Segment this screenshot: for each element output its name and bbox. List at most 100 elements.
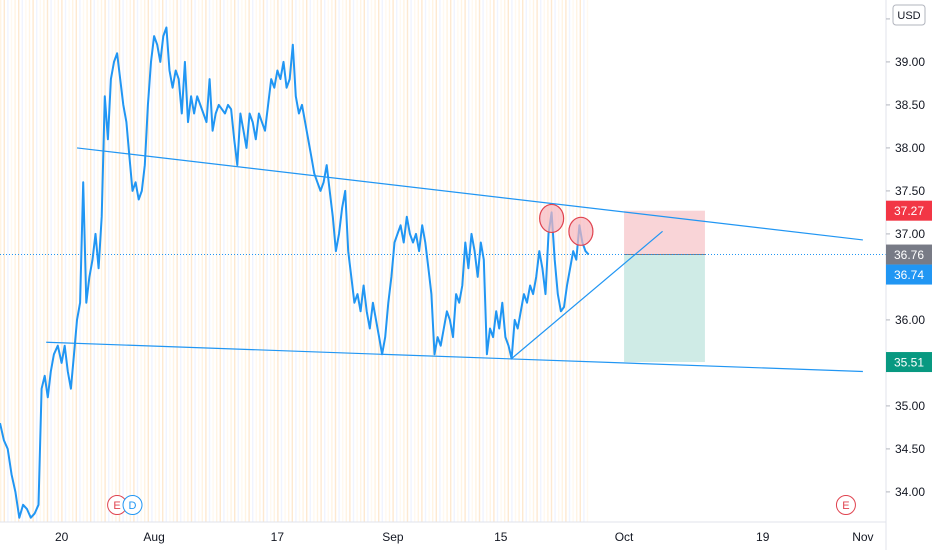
support-trendline[interactable]: [46, 341, 863, 373]
session-band: [126, 0, 128, 522]
session-band: [18, 0, 20, 522]
session-band: [270, 0, 272, 522]
target-zone[interactable]: [624, 254, 705, 363]
session-band: [43, 0, 45, 522]
session-band: [144, 0, 146, 522]
session-band: [399, 0, 401, 522]
session-band: [180, 0, 182, 522]
session-band: [205, 0, 207, 522]
session-band: [360, 0, 362, 522]
top-highlight-circle[interactable]: [539, 203, 565, 234]
session-band: [288, 0, 290, 522]
session-band: [583, 0, 585, 522]
earnings-marker-circle[interactable]: [835, 495, 856, 515]
top-highlight-circle[interactable]: [568, 216, 594, 246]
x-tick-label: Oct: [615, 530, 634, 544]
session-band: [378, 0, 380, 522]
stop-zone[interactable]: [624, 210, 705, 255]
earnings-marker[interactable]: E: [107, 495, 128, 515]
session-band: [532, 0, 535, 522]
session-band: [324, 0, 326, 522]
price-label-bg: [886, 244, 932, 265]
x-tick-label: Nov: [852, 530, 873, 544]
session-band: [169, 0, 171, 522]
price-label-bg: [886, 264, 932, 285]
session-band: [129, 0, 131, 522]
session-band: [208, 0, 211, 522]
session-band: [79, 0, 81, 522]
session-band: [122, 0, 124, 522]
session-band: [266, 0, 268, 522]
session-band: [511, 0, 513, 522]
session-band: [259, 0, 261, 522]
session-band: [417, 0, 419, 522]
currency-button[interactable]: USD: [892, 4, 926, 26]
session-band: [504, 0, 506, 522]
trend-lines[interactable]: [0, 147, 886, 373]
earnings-marker[interactable]: E: [835, 495, 856, 515]
session-band: [262, 0, 265, 522]
session-band: [471, 0, 473, 522]
session-band: [104, 0, 106, 522]
session-band: [579, 0, 581, 522]
session-band: [522, 0, 524, 522]
long-short-position-tool[interactable]: [624, 210, 705, 363]
currency-badge-frame[interactable]: [892, 4, 926, 26]
session-band: [525, 0, 527, 522]
x-axis[interactable]: 20 Aug 17 Sep 15 Oct 19 Nov: [0, 521, 886, 544]
y-tick-label: 35.00: [895, 399, 925, 413]
session-band: [0, 0, 2, 522]
session-band: [424, 0, 427, 522]
session-band: [450, 0, 452, 522]
session-band: [489, 0, 491, 522]
session-band: [46, 0, 49, 522]
session-band: [403, 0, 405, 522]
session-band: [194, 0, 196, 522]
dividend-marker[interactable]: D: [122, 495, 143, 515]
session-band: [414, 0, 416, 522]
price-label-bg: [886, 352, 932, 373]
session-band: [133, 0, 135, 522]
session-band: [342, 0, 344, 522]
session-band: [576, 0, 578, 522]
session-band: [154, 0, 157, 522]
session-band: [486, 0, 488, 522]
session-band: [421, 0, 423, 522]
session-band: [309, 0, 311, 522]
session-band: [187, 0, 189, 522]
session-band: [7, 0, 9, 522]
x-tick-label: 15: [494, 530, 508, 544]
session-band: [68, 0, 70, 522]
session-band: [176, 0, 178, 522]
rising-trendline[interactable]: [511, 230, 663, 360]
session-band: [284, 0, 286, 522]
session-band: [93, 0, 95, 522]
session-band: [3, 0, 5, 522]
price-label-bg: [886, 200, 932, 221]
dividend-marker-circle[interactable]: [122, 495, 143, 515]
session-band: [61, 0, 63, 522]
session-band: [140, 0, 142, 522]
session-band: [586, 0, 589, 522]
session-band: [374, 0, 376, 522]
session-band: [115, 0, 117, 522]
session-band: [108, 0, 110, 522]
session-band: [39, 0, 41, 522]
session-band: [147, 0, 149, 522]
price-labels: 37.27 36.76 36.74 35.51: [886, 200, 932, 373]
session-band: [298, 0, 301, 522]
session-band: [241, 0, 243, 522]
session-band: [396, 0, 398, 522]
session-band: [561, 0, 563, 522]
resistance-trendline[interactable]: [76, 147, 863, 241]
session-band: [302, 0, 304, 522]
session-band: [151, 0, 153, 522]
session-band: [529, 0, 531, 522]
session-band: [338, 0, 340, 522]
highlight-circles[interactable]: [539, 203, 594, 246]
session-band: [86, 0, 88, 522]
session-band: [237, 0, 239, 522]
